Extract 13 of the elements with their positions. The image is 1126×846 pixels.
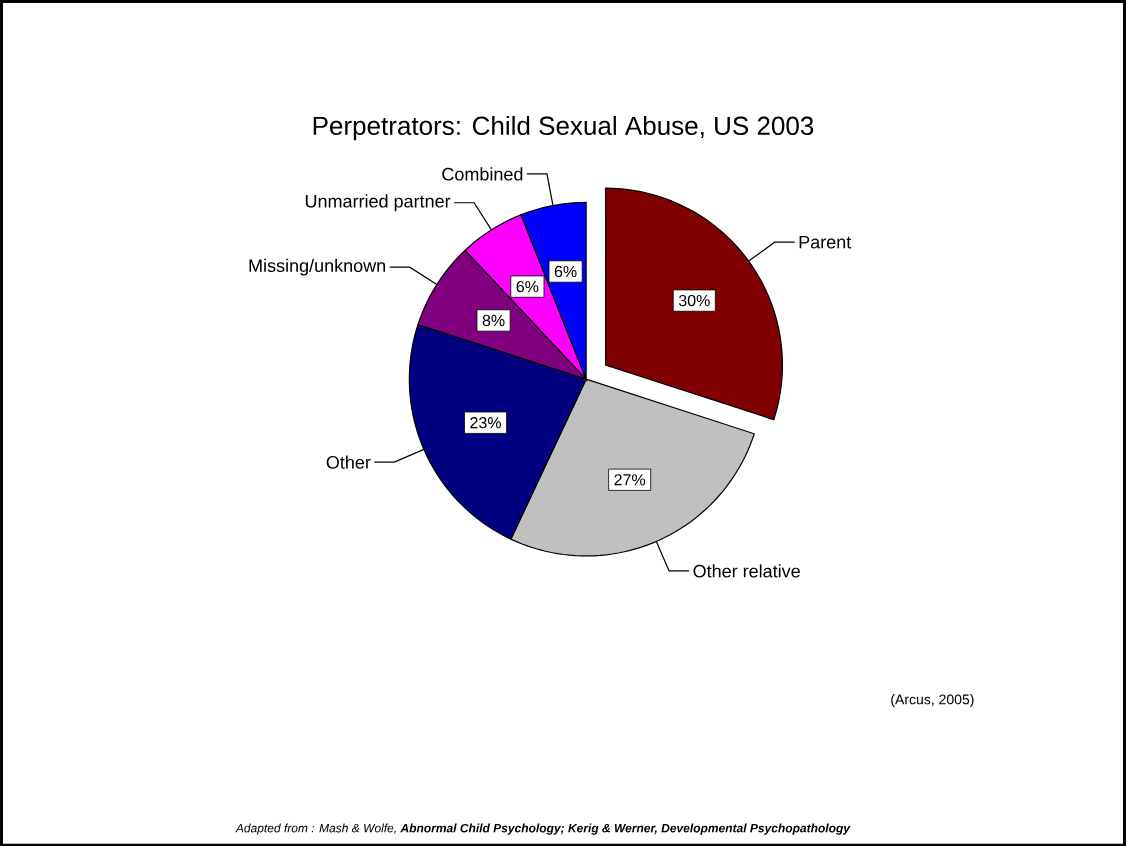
data-label: 6%: [516, 280, 539, 292]
data-label: 27%: [614, 473, 646, 486]
data-label: 23%: [470, 416, 501, 428]
slice-label: Other: [326, 455, 371, 469]
slice-label: Other relative: [693, 563, 800, 578]
slice-label: Parent: [799, 235, 852, 249]
slice-label: Missing/unknown: [249, 258, 386, 276]
chart-title: Perpetrators: Child Sexual Abuse, US 2003: [313, 115, 814, 140]
slice-label: Combined: [442, 166, 523, 181]
slice-label: Unmarried partner: [305, 193, 451, 211]
data-label: 6%: [554, 265, 577, 277]
data-label: 8%: [482, 314, 505, 326]
data-label: 30%: [678, 294, 710, 306]
